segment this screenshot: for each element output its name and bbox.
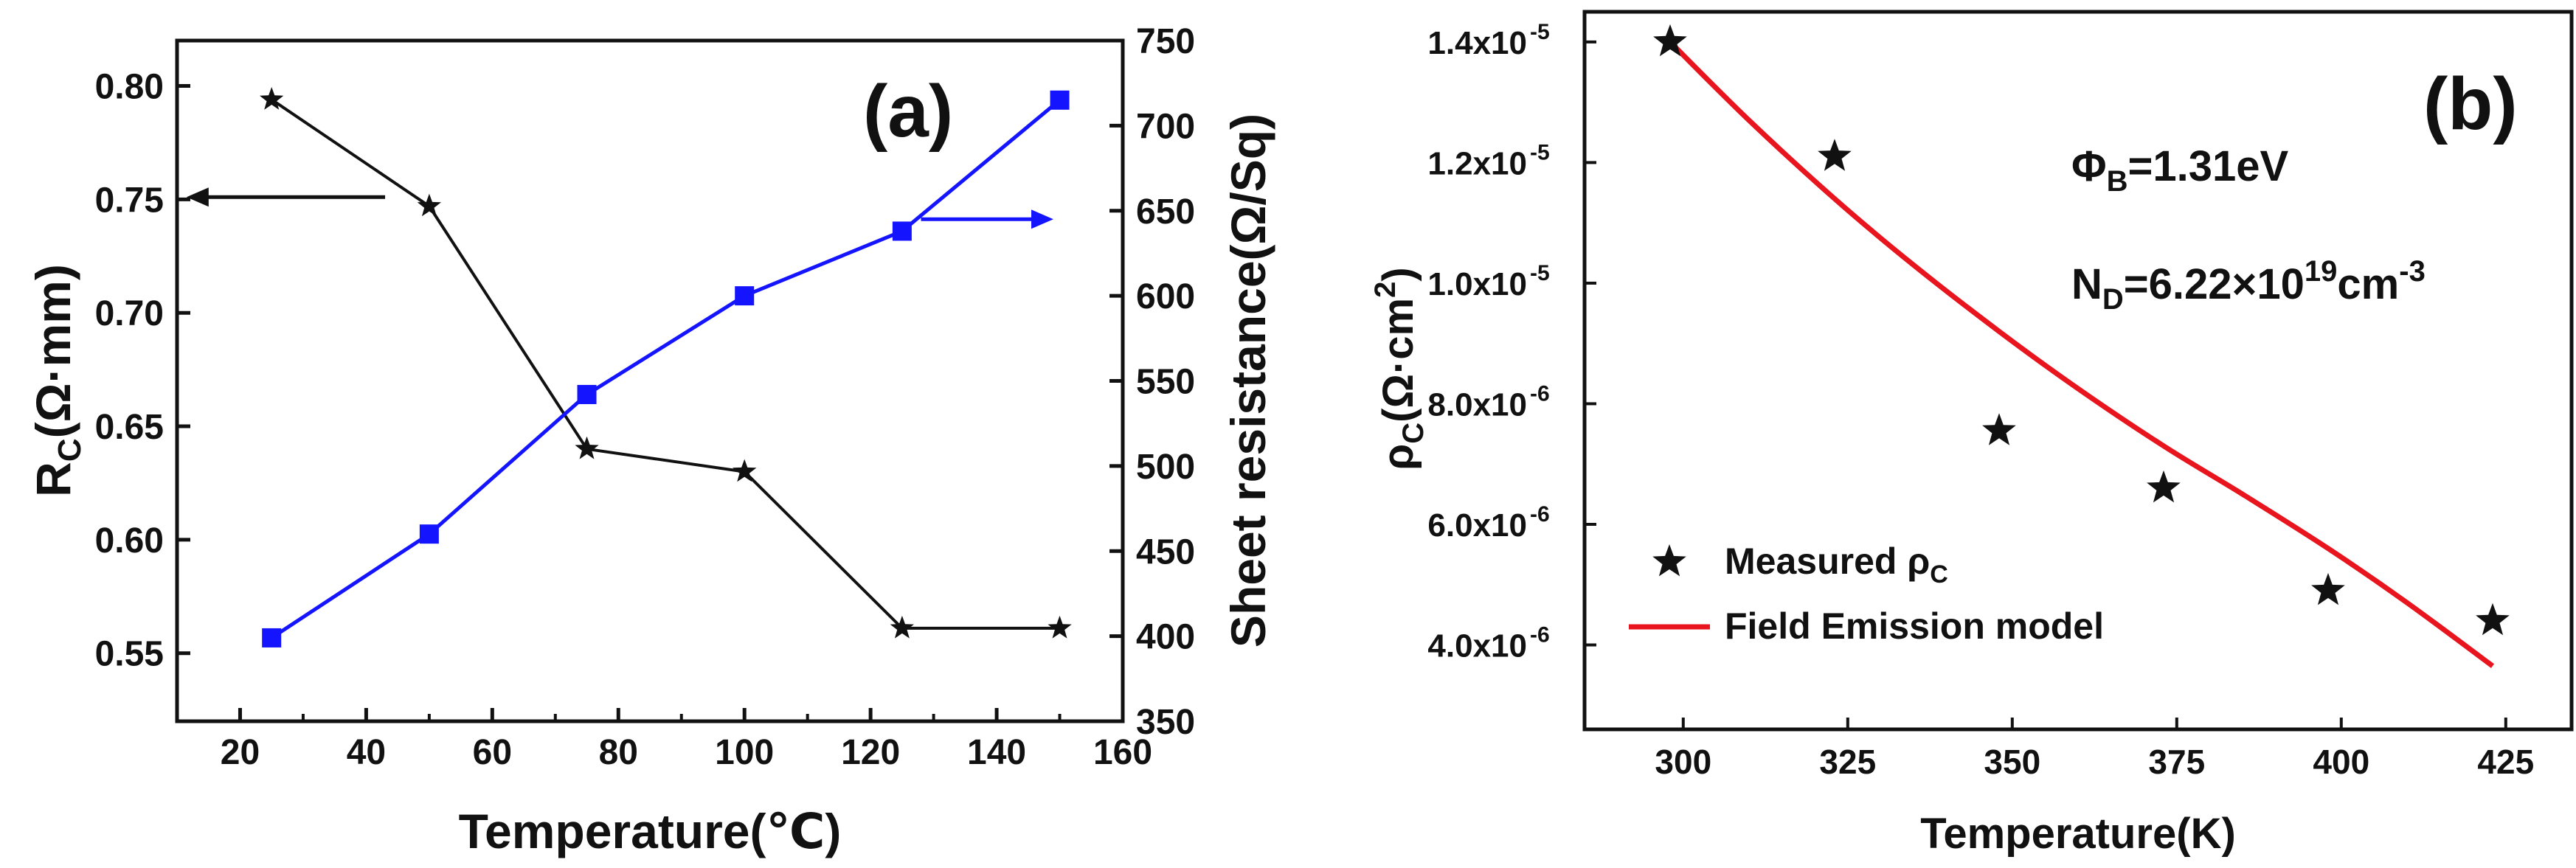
legend-field-emission: Field Emission model <box>1629 605 2104 647</box>
y-tick-label: 4.0x10 <box>1427 628 1527 664</box>
y-tick-label: 6.0x10 <box>1427 507 1527 544</box>
y-tick-exponent: -5 <box>1530 261 1550 285</box>
x-tick-label: 20 <box>221 733 260 772</box>
field-emission-model-line <box>1668 40 2495 668</box>
y-left-tick-label: 0.80 <box>95 68 164 107</box>
y-right-tick-label: 750 <box>1136 22 1195 61</box>
measured-star-point <box>1653 24 1687 57</box>
y-right-tick-label: 350 <box>1136 703 1195 742</box>
panel-b-label: (b) <box>2423 63 2518 145</box>
measured-star-point <box>2476 603 2510 636</box>
measured-star-point <box>1818 139 1852 171</box>
sheet-resistance-line <box>270 98 1062 639</box>
y-right-tick-label: 400 <box>1136 618 1195 657</box>
rc-star-point <box>733 459 757 482</box>
panel-a-x-ticks: 20 40 60 80 100 120 140 160 <box>221 708 1152 772</box>
x-tick-label: 60 <box>473 733 512 772</box>
nd-annotation: ND=6.22×1019cm-3 <box>2071 255 2426 316</box>
y-left-tick-label: 0.55 <box>95 635 164 674</box>
x-tick-label: 325 <box>1819 743 1876 781</box>
phi-b-annotation: ΦB=1.31eV <box>2071 142 2289 198</box>
x-tick-label: 300 <box>1655 743 1711 781</box>
panel-b-y-axis-label: ρC(Ω·cm2) <box>1369 267 1430 470</box>
y-left-tick-label: 0.70 <box>95 294 164 333</box>
y-right-tick-label: 450 <box>1136 532 1195 572</box>
x-tick-label: 350 <box>1984 743 2040 781</box>
panel-a-y-ticks-right: 350 400 450 500 550 600 650 700 750 <box>1109 22 1195 742</box>
legend-star-marker <box>1652 544 1686 577</box>
panel-b-x-ticks: 300 325 350 375 400 425 <box>1655 718 2534 781</box>
panel-a: 20 40 60 80 100 120 140 160 0.55 0.60 0.65 0.70 0.7… <box>26 22 1275 858</box>
rc-star-point <box>890 615 914 639</box>
x-tick-label: 80 <box>599 733 638 772</box>
x-tick-label: 100 <box>715 733 774 772</box>
right-arrow-icon <box>921 209 1053 229</box>
y-left-tick-label: 0.60 <box>95 521 164 560</box>
y-tick-exponent: -6 <box>1530 381 1550 406</box>
rc-star-point <box>1048 615 1072 639</box>
panel-b-measured-points <box>1653 24 2510 636</box>
y-left-tick-label: 0.75 <box>95 181 164 220</box>
y-right-tick-label: 700 <box>1136 107 1195 146</box>
panel-b-y-ticks: 4.0x10 -66.0x10 -68.0x10 -61.0x10 -51.2x10 -5… <box>1427 20 1596 664</box>
measured-star-point <box>2311 572 2345 605</box>
panel-a-y-axis-label-left: RC(Ω·mm) <box>26 264 88 497</box>
x-tick-label: 160 <box>1093 733 1152 772</box>
panel-b: 300 325 350 375 400 425 4.0x10 -66.0x10 -68.0x1… <box>1369 10 2574 858</box>
sheet-resistance-square-point <box>1050 90 1070 110</box>
panel-b-plot-frame <box>1582 10 2574 732</box>
measured-star-point <box>2147 470 2181 503</box>
panel-a-y-axis-label-right: Sheet resistance(Ω/Sq) <box>1221 114 1275 647</box>
legend-measured: Measured ρC <box>1652 541 1948 588</box>
x-tick-label: 120 <box>841 733 900 772</box>
y-left-tick-label: 0.65 <box>95 408 164 447</box>
sheet-resistance-square-point <box>735 286 755 306</box>
y-right-tick-label: 550 <box>1136 363 1195 402</box>
panel-b-x-axis-label: Temperature(K) <box>1920 810 2236 858</box>
left-arrow-icon <box>186 187 386 207</box>
panel-a-label: (a) <box>863 70 953 153</box>
y-tick-label: 1.0x10 <box>1427 266 1527 302</box>
panel-a-plot-frame <box>175 38 1125 723</box>
sheet-resistance-square-point <box>577 384 597 404</box>
measured-star-point <box>1982 413 2016 445</box>
y-right-tick-label: 600 <box>1136 277 1195 316</box>
y-tick-label: 1.2x10 <box>1427 145 1527 181</box>
legend-field-emission-label: Field Emission model <box>1725 605 2104 647</box>
y-tick-exponent: -6 <box>1530 623 1550 647</box>
panel-a-series-rc <box>260 87 1072 639</box>
sheet-resistance-square-point <box>419 524 439 544</box>
y-tick-label: 8.0x10 <box>1427 386 1527 423</box>
x-tick-label: 400 <box>2313 743 2369 781</box>
y-tick-exponent: -5 <box>1530 20 1550 44</box>
y-tick-exponent: -5 <box>1530 140 1550 164</box>
x-tick-label: 425 <box>2477 743 2534 781</box>
panel-b-legend: Measured ρC Field Emission model <box>1629 541 2104 647</box>
y-right-tick-label: 500 <box>1136 448 1195 487</box>
panel-a-y-ticks-left: 0.55 0.60 0.65 0.70 0.75 0.80 <box>95 68 190 674</box>
y-tick-label: 1.4x10 <box>1427 25 1527 61</box>
panel-a-series-sheet-resistance <box>262 90 1070 647</box>
rc-line <box>271 98 1060 630</box>
panel-a-x-axis-label: Temperature(℃) <box>459 804 842 858</box>
x-tick-label: 140 <box>967 733 1026 772</box>
sheet-resistance-square-point <box>892 221 912 241</box>
y-right-tick-label: 650 <box>1136 192 1195 232</box>
y-tick-exponent: -6 <box>1530 502 1550 527</box>
x-tick-label: 375 <box>2148 743 2205 781</box>
legend-measured-label: Measured ρC <box>1725 541 1948 588</box>
sheet-resistance-square-point <box>262 628 282 647</box>
rc-star-point <box>575 436 599 459</box>
rc-star-point <box>260 87 284 110</box>
x-tick-label: 40 <box>347 733 386 772</box>
rc-star-point <box>417 193 441 217</box>
